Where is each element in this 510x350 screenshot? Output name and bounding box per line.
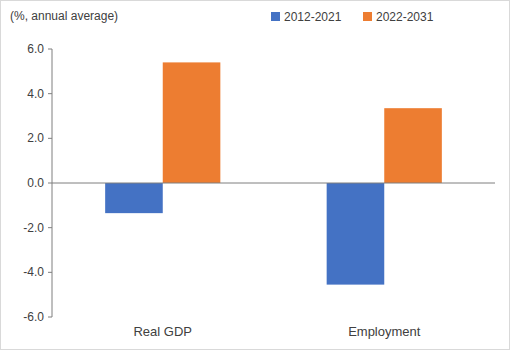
y-tick [48, 138, 52, 139]
legend: 2012-2021 2022-2031 [271, 10, 434, 24]
bars [105, 62, 442, 284]
y-tick [48, 227, 52, 228]
chart-border [1, 1, 510, 350]
bar [384, 108, 442, 183]
bar [327, 183, 385, 285]
y-tick-label: 2.0 [27, 131, 44, 145]
chart-root: (%, annual average) -6.0 -4.0 -2.0 0.0 2.0 4.0… [0, 0, 510, 350]
legend-swatch [271, 12, 280, 21]
y-tick [48, 272, 52, 273]
y-tick [48, 49, 52, 50]
bar [163, 62, 221, 183]
y-tick [48, 93, 52, 94]
legend-label: 2012-2021 [284, 10, 342, 24]
x-tick-label: Employment [348, 324, 421, 339]
y-tick [48, 183, 52, 184]
legend-swatch [363, 12, 372, 21]
y-axis-label: (%, annual average) [10, 9, 118, 23]
y-tick-label: -2.0 [23, 221, 44, 235]
y-tick-label: 6.0 [27, 42, 44, 56]
x-axis-line [52, 183, 495, 184]
legend-label: 2022-2031 [376, 10, 434, 24]
chart: (%, annual average) -6.0 -4.0 -2.0 0.0 2.0 4.0… [0, 0, 510, 350]
y-tick-label: -6.0 [23, 310, 44, 324]
y-tick-label: 0.0 [27, 176, 44, 190]
x-tick-label: Real GDP [133, 324, 192, 339]
y-tick [48, 317, 52, 318]
bar [105, 183, 163, 213]
y-tick-label: -4.0 [23, 265, 44, 279]
y-tick-label: 4.0 [27, 87, 44, 101]
